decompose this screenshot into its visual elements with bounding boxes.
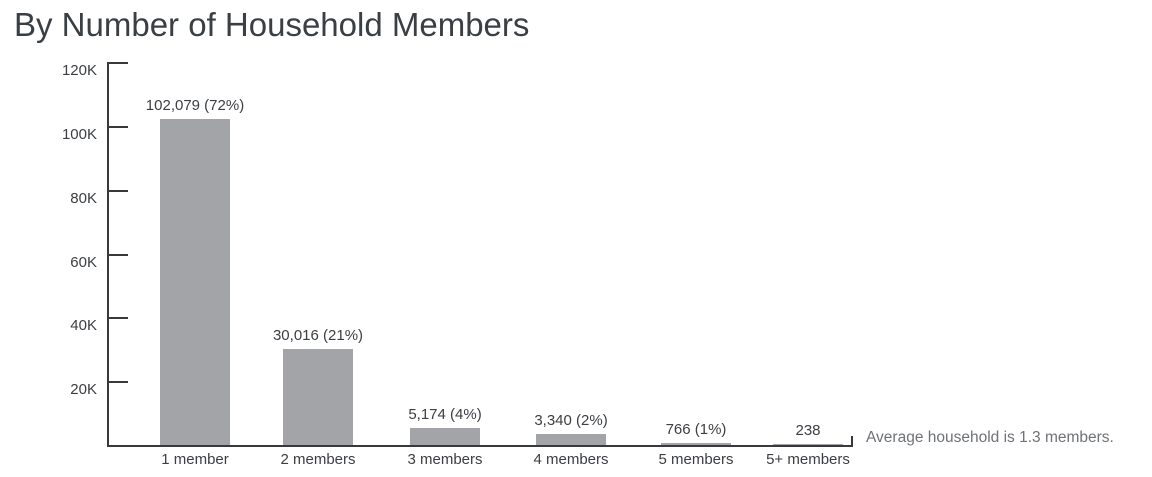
bar [536,434,606,445]
y-tick-label: 120K [61,62,97,79]
bar-value-label: 102,079 (72%) [145,97,245,115]
y-axis-tick [107,190,128,192]
y-axis-tick [107,62,128,64]
bar-value-label: 238 [795,422,821,440]
y-axis-tick [107,254,128,256]
y-tick-label: 40K [70,317,97,334]
x-axis-end-tick [851,436,853,447]
bar [773,444,843,445]
average-household-note: Average household is 1.3 members. [866,429,1114,446]
category-label: 4 members [533,451,609,468]
y-axis-tick [107,126,128,128]
bar [661,442,731,445]
bar-value-label: 3,340 (2%) [534,412,608,430]
category-label: 2 members [280,451,356,468]
y-axis-tick [107,317,128,319]
chart-title: By Number of Household Members [14,6,530,43]
y-tick-label: 20K [70,381,97,398]
y-tick-label: 60K [70,254,97,271]
y-tick-label: 80K [70,190,97,207]
category-label: 1 member [161,451,229,468]
bar [283,349,353,445]
bar [160,119,230,445]
bar [410,428,480,445]
y-axis-tick [107,381,128,383]
category-label: 3 members [407,451,483,468]
y-tick-label: 100K [61,126,97,143]
category-label: 5 members [658,451,734,468]
category-label: 5+ members [766,451,850,468]
x-axis-line [107,445,853,447]
bar-value-label: 766 (1%) [665,420,727,438]
bar-value-label: 5,174 (4%) [408,406,482,424]
bar-value-label: 30,016 (21%) [272,327,364,345]
